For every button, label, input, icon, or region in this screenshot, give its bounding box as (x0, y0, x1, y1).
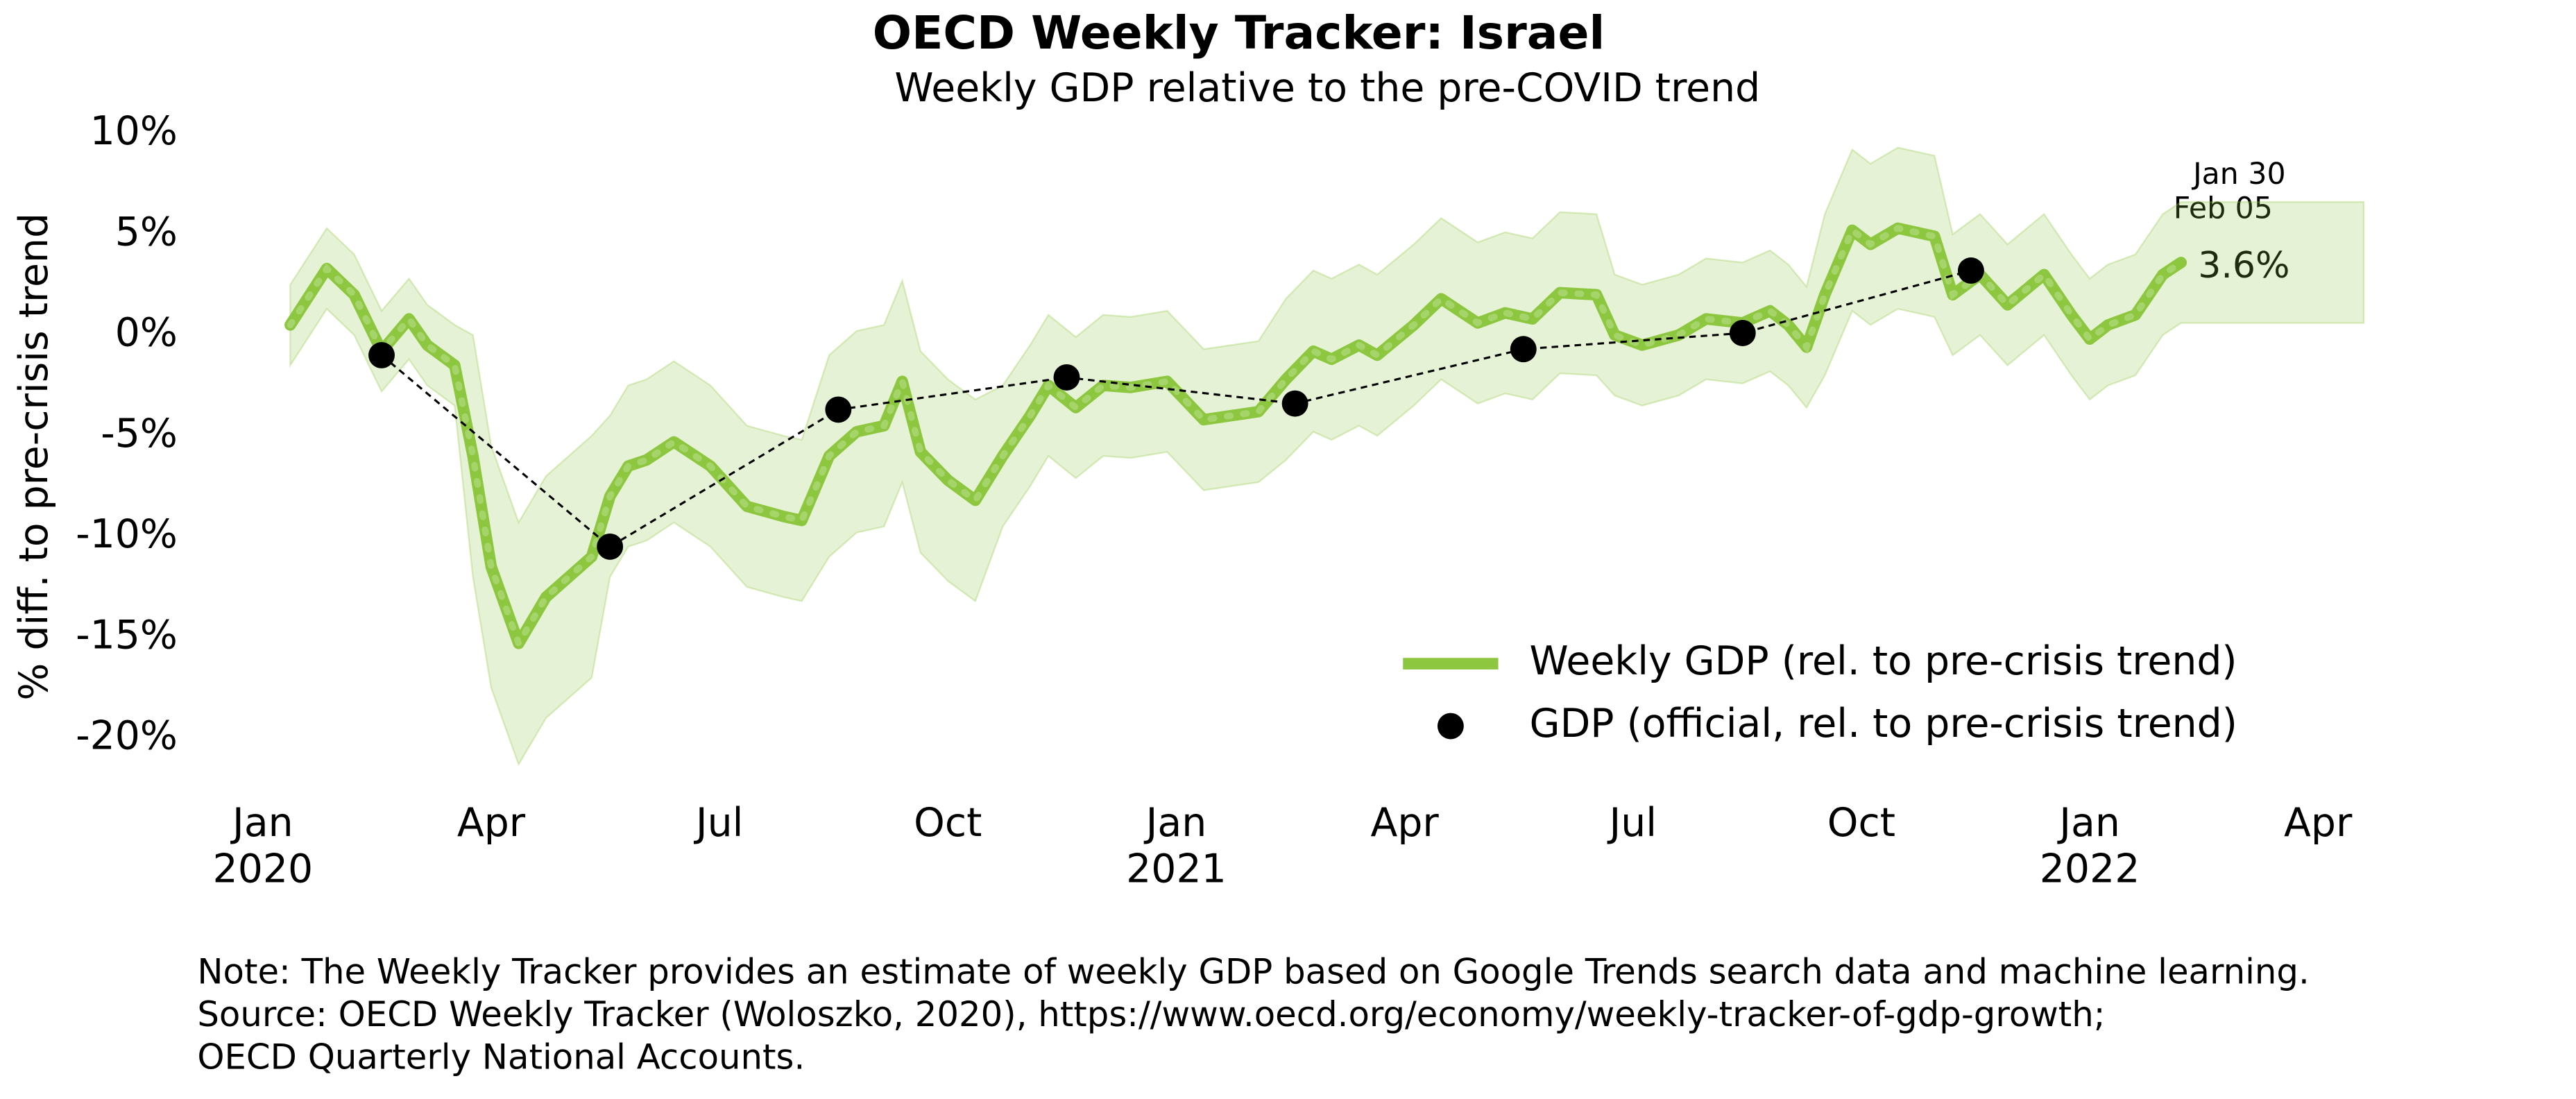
confidence-band (289, 146, 2365, 767)
note: Source: OECD Weekly Tracker (Woloszko, 2… (197, 994, 2105, 1034)
chart-subtitle: Weekly GDP relative to the pre-COVID tre… (894, 65, 1760, 111)
x-tick: Jul (1609, 800, 1657, 846)
official-point (1281, 390, 1308, 417)
x-tick: Apr (1370, 800, 1439, 846)
official-point (1957, 257, 1984, 284)
x-tick-label: Jan 2022 (2039, 800, 2140, 892)
x-tick: Jul (695, 800, 744, 846)
y-axis-label: % diff. to pre-crisis trend (11, 213, 57, 701)
legend-label: Weekly GDP (rel. to pre-crisis trend) (1530, 638, 2237, 684)
x-tick-label: Jan 2020 (212, 800, 314, 892)
annotation: 3.6% (2198, 245, 2289, 287)
official-point (1729, 320, 1756, 346)
weekly-line-dots (287, 224, 2185, 651)
x-tick: Jan 2020 (212, 800, 314, 892)
official-point (1053, 364, 1080, 391)
chart-title: OECD Weekly Tracker: Israel (873, 6, 1605, 60)
x-tick-label: Apr (457, 800, 526, 846)
x-tick: Jan 2022 (2039, 800, 2140, 892)
y-tick-label: -15% (76, 612, 178, 658)
legend-label: GDP (official, rel. to pre-crisis trend) (1530, 701, 2237, 747)
x-tick-label: Apr (1370, 800, 1439, 846)
x-tick-label: Oct (914, 800, 982, 846)
annotation: Jan 30 (2191, 157, 2285, 191)
note: Note: The Weekly Tracker provides an est… (197, 952, 2309, 992)
official-point (597, 533, 624, 560)
annotation: Feb 05 (2174, 191, 2273, 226)
official-point (825, 396, 852, 423)
y-tick-label: -10% (76, 511, 178, 557)
y-tick-label: 10% (90, 108, 178, 154)
x-tick: Apr (457, 800, 526, 846)
y-tick-label: -5% (101, 411, 178, 457)
legend-swatch (1437, 713, 1464, 740)
y-tick-label: 5% (115, 209, 178, 255)
x-tick-label: Oct (1827, 800, 1896, 846)
x-tick-label: Jul (1609, 800, 1657, 846)
x-tick: Jan 2021 (1126, 800, 1227, 892)
x-tick: Oct (914, 800, 982, 846)
y-tick-label: -20% (76, 713, 178, 759)
official-point (368, 342, 395, 368)
official-connector (381, 269, 1972, 548)
x-tick-label: Apr (2284, 800, 2353, 846)
official-point (1510, 336, 1537, 363)
x-tick: Apr (2284, 800, 2353, 846)
y-tick-label: 0% (115, 310, 178, 356)
x-tick-label: Jul (695, 800, 744, 846)
x-tick-label: Jan 2021 (1126, 800, 1227, 892)
x-tick: Oct (1827, 800, 1896, 846)
note: OECD Quarterly National Accounts. (197, 1037, 805, 1077)
